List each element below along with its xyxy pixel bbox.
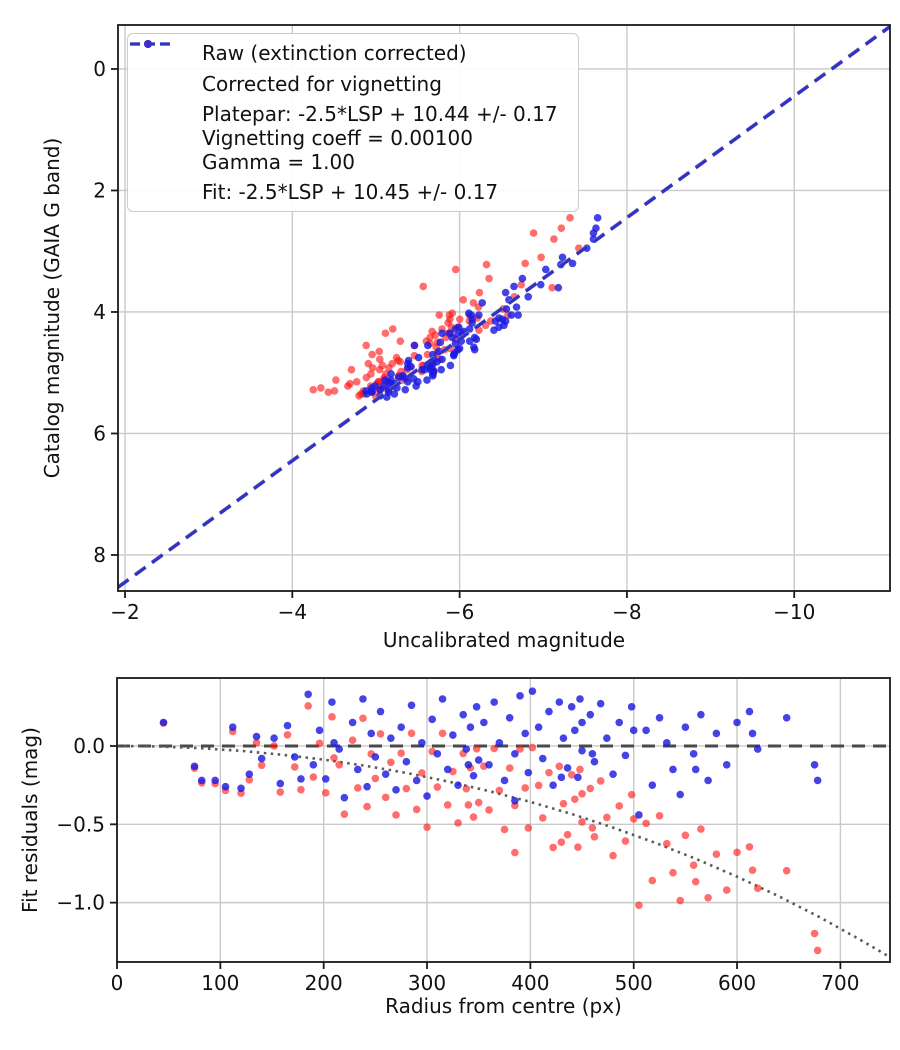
legend-item-raw: Raw (extinction corrected): [140, 40, 566, 66]
bottom-x-axis-label: Radius from centre (px): [385, 994, 622, 1018]
legend-label-corrected: Corrected for vignetting: [202, 72, 442, 96]
legend-item-fit: Fit: -2.5*LSP + 10.45 +/- 0.17: [130, 42, 566, 205]
scatter-corrected: [362, 214, 602, 401]
scatter-raw: [309, 214, 583, 401]
svg-text:0.0: 0.0: [73, 734, 105, 758]
svg-text:−8: −8: [612, 600, 641, 624]
svg-text:8: 8: [93, 543, 106, 567]
bottom-spines: [116, 677, 891, 963]
svg-text:−0.5: −0.5: [56, 812, 105, 836]
top-y-axis-label: Catalog magnitude (GAIA G band): [40, 137, 64, 479]
residuals-corrected: [159, 687, 822, 819]
bottom-plot-content: [117, 687, 890, 959]
svg-text:−6: −6: [445, 600, 474, 624]
svg-text:600: 600: [718, 971, 756, 995]
platepar-line-1: Platepar: -2.5*LSP + 10.44 +/- 0.17: [202, 102, 558, 126]
top-plot-content: [118, 25, 890, 589]
svg-text:200: 200: [305, 971, 343, 995]
platepar-line-3: Gamma = 1.00: [202, 150, 355, 174]
svg-text:−10: −10: [773, 600, 815, 624]
bottom-tick-labels: 0 100 200 300 400 500 600 700 0.0 −0.5 −1.0: [56, 734, 859, 995]
svg-text:500: 500: [615, 971, 653, 995]
svg-text:−2: −2: [110, 600, 139, 624]
svg-text:700: 700: [821, 971, 859, 995]
svg-text:6: 6: [93, 421, 106, 445]
svg-text:0: 0: [93, 57, 106, 81]
svg-text:2: 2: [93, 178, 106, 202]
legend-label-platepar: Platepar: -2.5*LSP + 10.44 +/- 0.17 Vign…: [202, 102, 558, 174]
bottom-y-axis-label: Fit residuals (mag): [18, 727, 42, 913]
legend: Raw (extinction corrected) Corrected for…: [127, 33, 579, 212]
svg-text:100: 100: [201, 971, 239, 995]
platepar-line-2: Vignetting coeff = 0.00100: [202, 126, 473, 150]
residuals-raw: [159, 702, 822, 955]
svg-text:−1.0: −1.0: [56, 891, 105, 915]
legend-item-platepar: Platepar: -2.5*LSP + 10.44 +/- 0.17 Vign…: [130, 42, 566, 174]
svg-text:400: 400: [511, 971, 549, 995]
legend-label-raw: Raw (extinction corrected): [202, 41, 467, 65]
top-tick-labels: −2 −4 −6 −8 −10 0 2 4 6 8: [93, 57, 815, 624]
photometric-fit-line: [118, 25, 890, 589]
bottom-gridlines: [116, 678, 890, 962]
svg-text:−4: −4: [278, 600, 307, 624]
top-spines: [117, 24, 891, 592]
top-x-axis-label: Uncalibrated magnitude: [382, 628, 626, 652]
svg-text:300: 300: [408, 971, 446, 995]
svg-text:4: 4: [93, 300, 106, 324]
svg-text:0: 0: [111, 971, 124, 995]
top-ticks: [111, 68, 796, 598]
legend-item-corrected: Corrected for vignetting: [140, 40, 566, 97]
bottom-ticks: [110, 745, 842, 969]
legend-label-fit: Fit: -2.5*LSP + 10.45 +/- 0.17: [202, 180, 499, 204]
